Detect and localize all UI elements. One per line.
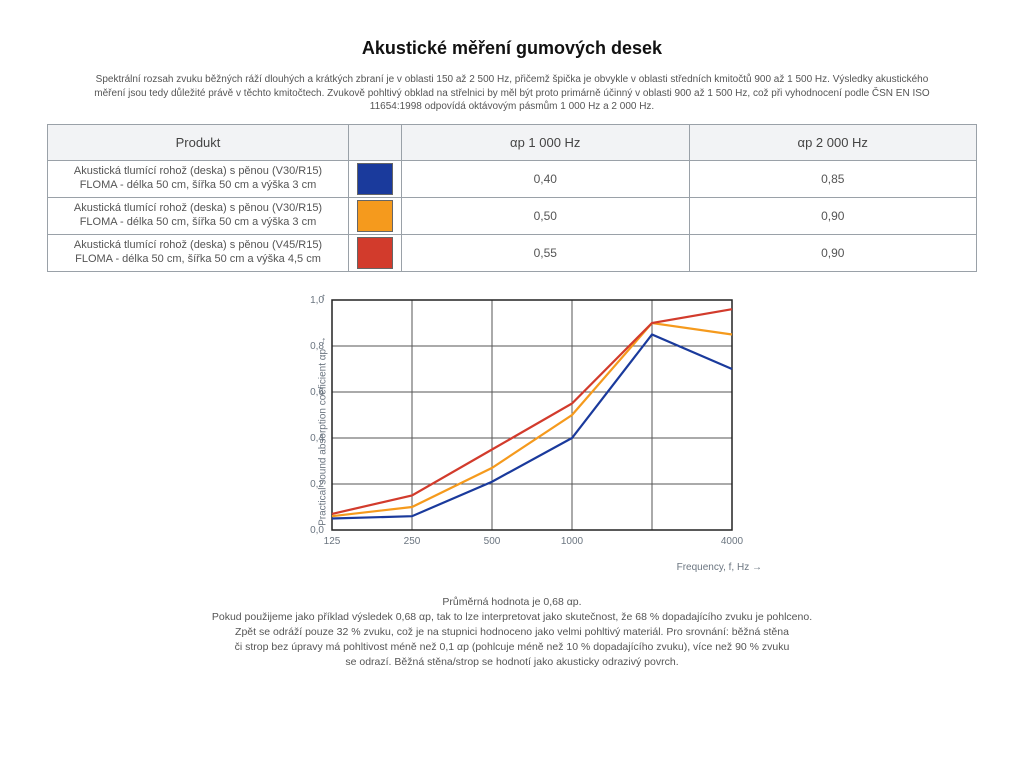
cell-swatch <box>349 197 402 234</box>
col-1000hz: αp 1 000 Hz <box>402 124 690 160</box>
color-swatch <box>357 237 393 269</box>
footer-text: Průměrná hodnota je 0,68 αp.Pokud použij… <box>72 595 952 671</box>
page-title: Akustické měření gumových desek <box>0 38 1024 59</box>
measurement-table: Produkt αp 1 000 Hz αp 2 000 Hz Akustick… <box>47 124 977 272</box>
cell-1000hz: 0,55 <box>402 234 690 271</box>
cell-2000hz: 0,90 <box>689 234 977 271</box>
cell-2000hz: 0,85 <box>689 160 977 197</box>
cell-product: Akustická tlumící rohož (deska) s pěnou … <box>48 160 349 197</box>
intro-text: Spektrální rozsah zvuku běžných ráží dlo… <box>82 73 942 114</box>
col-product: Produkt <box>48 124 349 160</box>
table-header-row: Produkt αp 1 000 Hz αp 2 000 Hz <box>48 124 977 160</box>
chart-ylabel: Practical sound absorption coeficient αp… <box>317 336 328 526</box>
cell-2000hz: 0,90 <box>689 197 977 234</box>
col-2000hz: αp 2 000 Hz <box>689 124 977 160</box>
svg-text:125: 125 <box>324 536 341 547</box>
table-row: Akustická tlumící rohož (deska) s pěnou … <box>48 160 977 197</box>
svg-text:4000: 4000 <box>721 536 744 547</box>
svg-text:250: 250 <box>404 536 421 547</box>
svg-text:1,0: 1,0 <box>310 295 324 306</box>
table-row: Akustická tlumící rohož (deska) s pěnou … <box>48 234 977 271</box>
svg-text:1000: 1000 <box>561 536 584 547</box>
cell-product: Akustická tlumící rohož (deska) s pěnou … <box>48 234 349 271</box>
cell-swatch <box>349 160 402 197</box>
col-swatch <box>349 124 402 160</box>
cell-1000hz: 0,40 <box>402 160 690 197</box>
chart-xlabel: Frequency, f, Hz → <box>242 562 782 573</box>
color-swatch <box>357 200 393 232</box>
cell-1000hz: 0,50 <box>402 197 690 234</box>
cell-swatch <box>349 234 402 271</box>
svg-text:500: 500 <box>484 536 501 547</box>
absorption-chart: ↑0,00,20,40,60,81,012525050010004000 <box>292 290 752 560</box>
table-row: Akustická tlumící rohož (deska) s pěnou … <box>48 197 977 234</box>
color-swatch <box>357 163 393 195</box>
svg-text:0,0: 0,0 <box>310 525 324 536</box>
cell-product: Akustická tlumící rohož (deska) s pěnou … <box>48 197 349 234</box>
